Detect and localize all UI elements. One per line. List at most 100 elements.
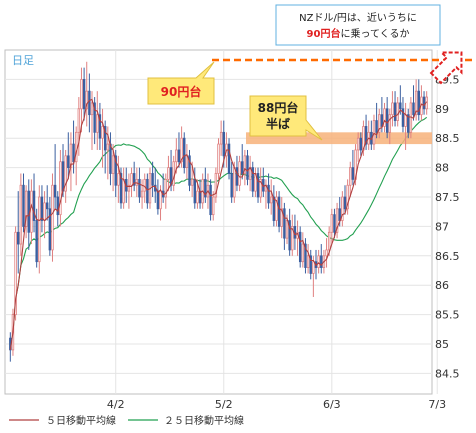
candle-down xyxy=(151,173,154,186)
candle-up xyxy=(285,220,289,239)
candle-up xyxy=(111,155,115,174)
annotation-highlight: 90円台 xyxy=(307,27,341,40)
annotation-box: NZドル/円は、近いうちに 90円台に乗ってくるか xyxy=(275,4,441,46)
candle-down xyxy=(267,184,270,204)
candle-up xyxy=(238,161,241,186)
candle-up xyxy=(383,108,386,127)
candle-up xyxy=(341,196,344,221)
candle-up xyxy=(346,184,349,210)
y-tick-label: 88.5 xyxy=(435,132,460,145)
candle-up xyxy=(90,102,94,116)
candle-up xyxy=(143,178,146,192)
candle-down xyxy=(364,126,368,145)
up-arrow-icon xyxy=(429,51,463,85)
y-tick-label: 84.5 xyxy=(435,367,460,380)
callout-90-bubble xyxy=(147,61,215,105)
candle-down xyxy=(230,173,233,198)
candle-down xyxy=(156,190,160,210)
candle-up xyxy=(30,190,33,233)
x-tick-label: 7/3 xyxy=(428,398,446,411)
candle-down xyxy=(272,196,276,221)
candle-up xyxy=(196,190,199,204)
legend: ５日移動平均線 ２５日移動平均線 xyxy=(9,414,244,427)
candle-up xyxy=(130,173,133,186)
candle-up xyxy=(378,114,381,133)
candle-up xyxy=(175,149,178,163)
up-arrow-shape xyxy=(429,51,463,85)
candle-up xyxy=(391,102,394,116)
candle-up xyxy=(159,190,162,210)
candle-down xyxy=(343,196,347,210)
candle-down xyxy=(351,167,355,180)
candle-down xyxy=(375,120,378,133)
ma25-layer xyxy=(9,116,428,350)
candle-down xyxy=(309,255,312,274)
candle-down xyxy=(72,143,75,163)
x-tick-label: 4/2 xyxy=(107,398,125,411)
candle-up xyxy=(212,196,215,216)
candle-down xyxy=(35,220,38,263)
candle-down xyxy=(103,126,107,151)
candle-up xyxy=(327,231,331,251)
candle-up xyxy=(167,167,170,180)
callout-88-line2: 半ば xyxy=(266,116,290,131)
candle-up xyxy=(135,178,139,186)
candle-down xyxy=(193,178,196,204)
candle-down xyxy=(138,178,141,198)
candle-down xyxy=(177,149,181,163)
y-tick-label: 89 xyxy=(435,103,449,116)
candle-down xyxy=(246,155,249,180)
callout-90: 90円台 xyxy=(147,61,215,105)
candle-up xyxy=(233,167,236,198)
candle-up xyxy=(306,255,310,268)
candle-up xyxy=(180,137,183,163)
candle-up xyxy=(106,143,110,151)
candle-up xyxy=(317,255,320,268)
candle-up xyxy=(101,126,104,139)
candle-up xyxy=(243,155,247,174)
candle-down xyxy=(401,108,405,127)
candle-down xyxy=(399,102,402,110)
candle-down xyxy=(53,184,57,198)
candle-down xyxy=(40,196,44,221)
candle-up xyxy=(217,143,220,174)
candle-down xyxy=(67,155,70,169)
candle-up xyxy=(291,226,294,251)
candle-down xyxy=(288,220,291,251)
candle-down xyxy=(235,167,239,186)
candle-up xyxy=(38,196,41,263)
candle-up xyxy=(330,214,334,233)
y-tick-label: 86 xyxy=(435,279,449,292)
candle-up xyxy=(335,208,339,233)
candle-up xyxy=(19,184,23,245)
candle-down xyxy=(393,102,397,121)
candle-down xyxy=(407,114,410,133)
candle-down xyxy=(114,155,117,186)
y-tick-label: 86.5 xyxy=(435,250,460,263)
candle-up xyxy=(388,114,392,133)
ma5-layer xyxy=(9,98,428,350)
y-tick-label: 85 xyxy=(435,338,449,351)
candle-down xyxy=(283,208,286,239)
ma25-line xyxy=(9,116,428,350)
callout-88-line1: 88円台 xyxy=(258,100,299,115)
ma5-line xyxy=(9,98,428,350)
candle-up xyxy=(414,90,418,116)
candle-down xyxy=(88,90,91,116)
candle-down xyxy=(417,90,420,116)
plot-frame xyxy=(4,49,433,395)
legend-ma5-label: ５日移動平均線 xyxy=(46,414,116,427)
candle-down xyxy=(209,184,212,216)
candle-up xyxy=(80,79,83,110)
candle-down xyxy=(204,178,207,198)
candle-down xyxy=(298,231,302,263)
band-88-half xyxy=(246,132,432,145)
candle-up xyxy=(51,184,54,251)
candle-down xyxy=(82,79,86,110)
candle-up xyxy=(96,114,99,133)
candle-up xyxy=(127,184,131,192)
candle-up xyxy=(356,137,360,151)
candle-up xyxy=(59,161,62,216)
